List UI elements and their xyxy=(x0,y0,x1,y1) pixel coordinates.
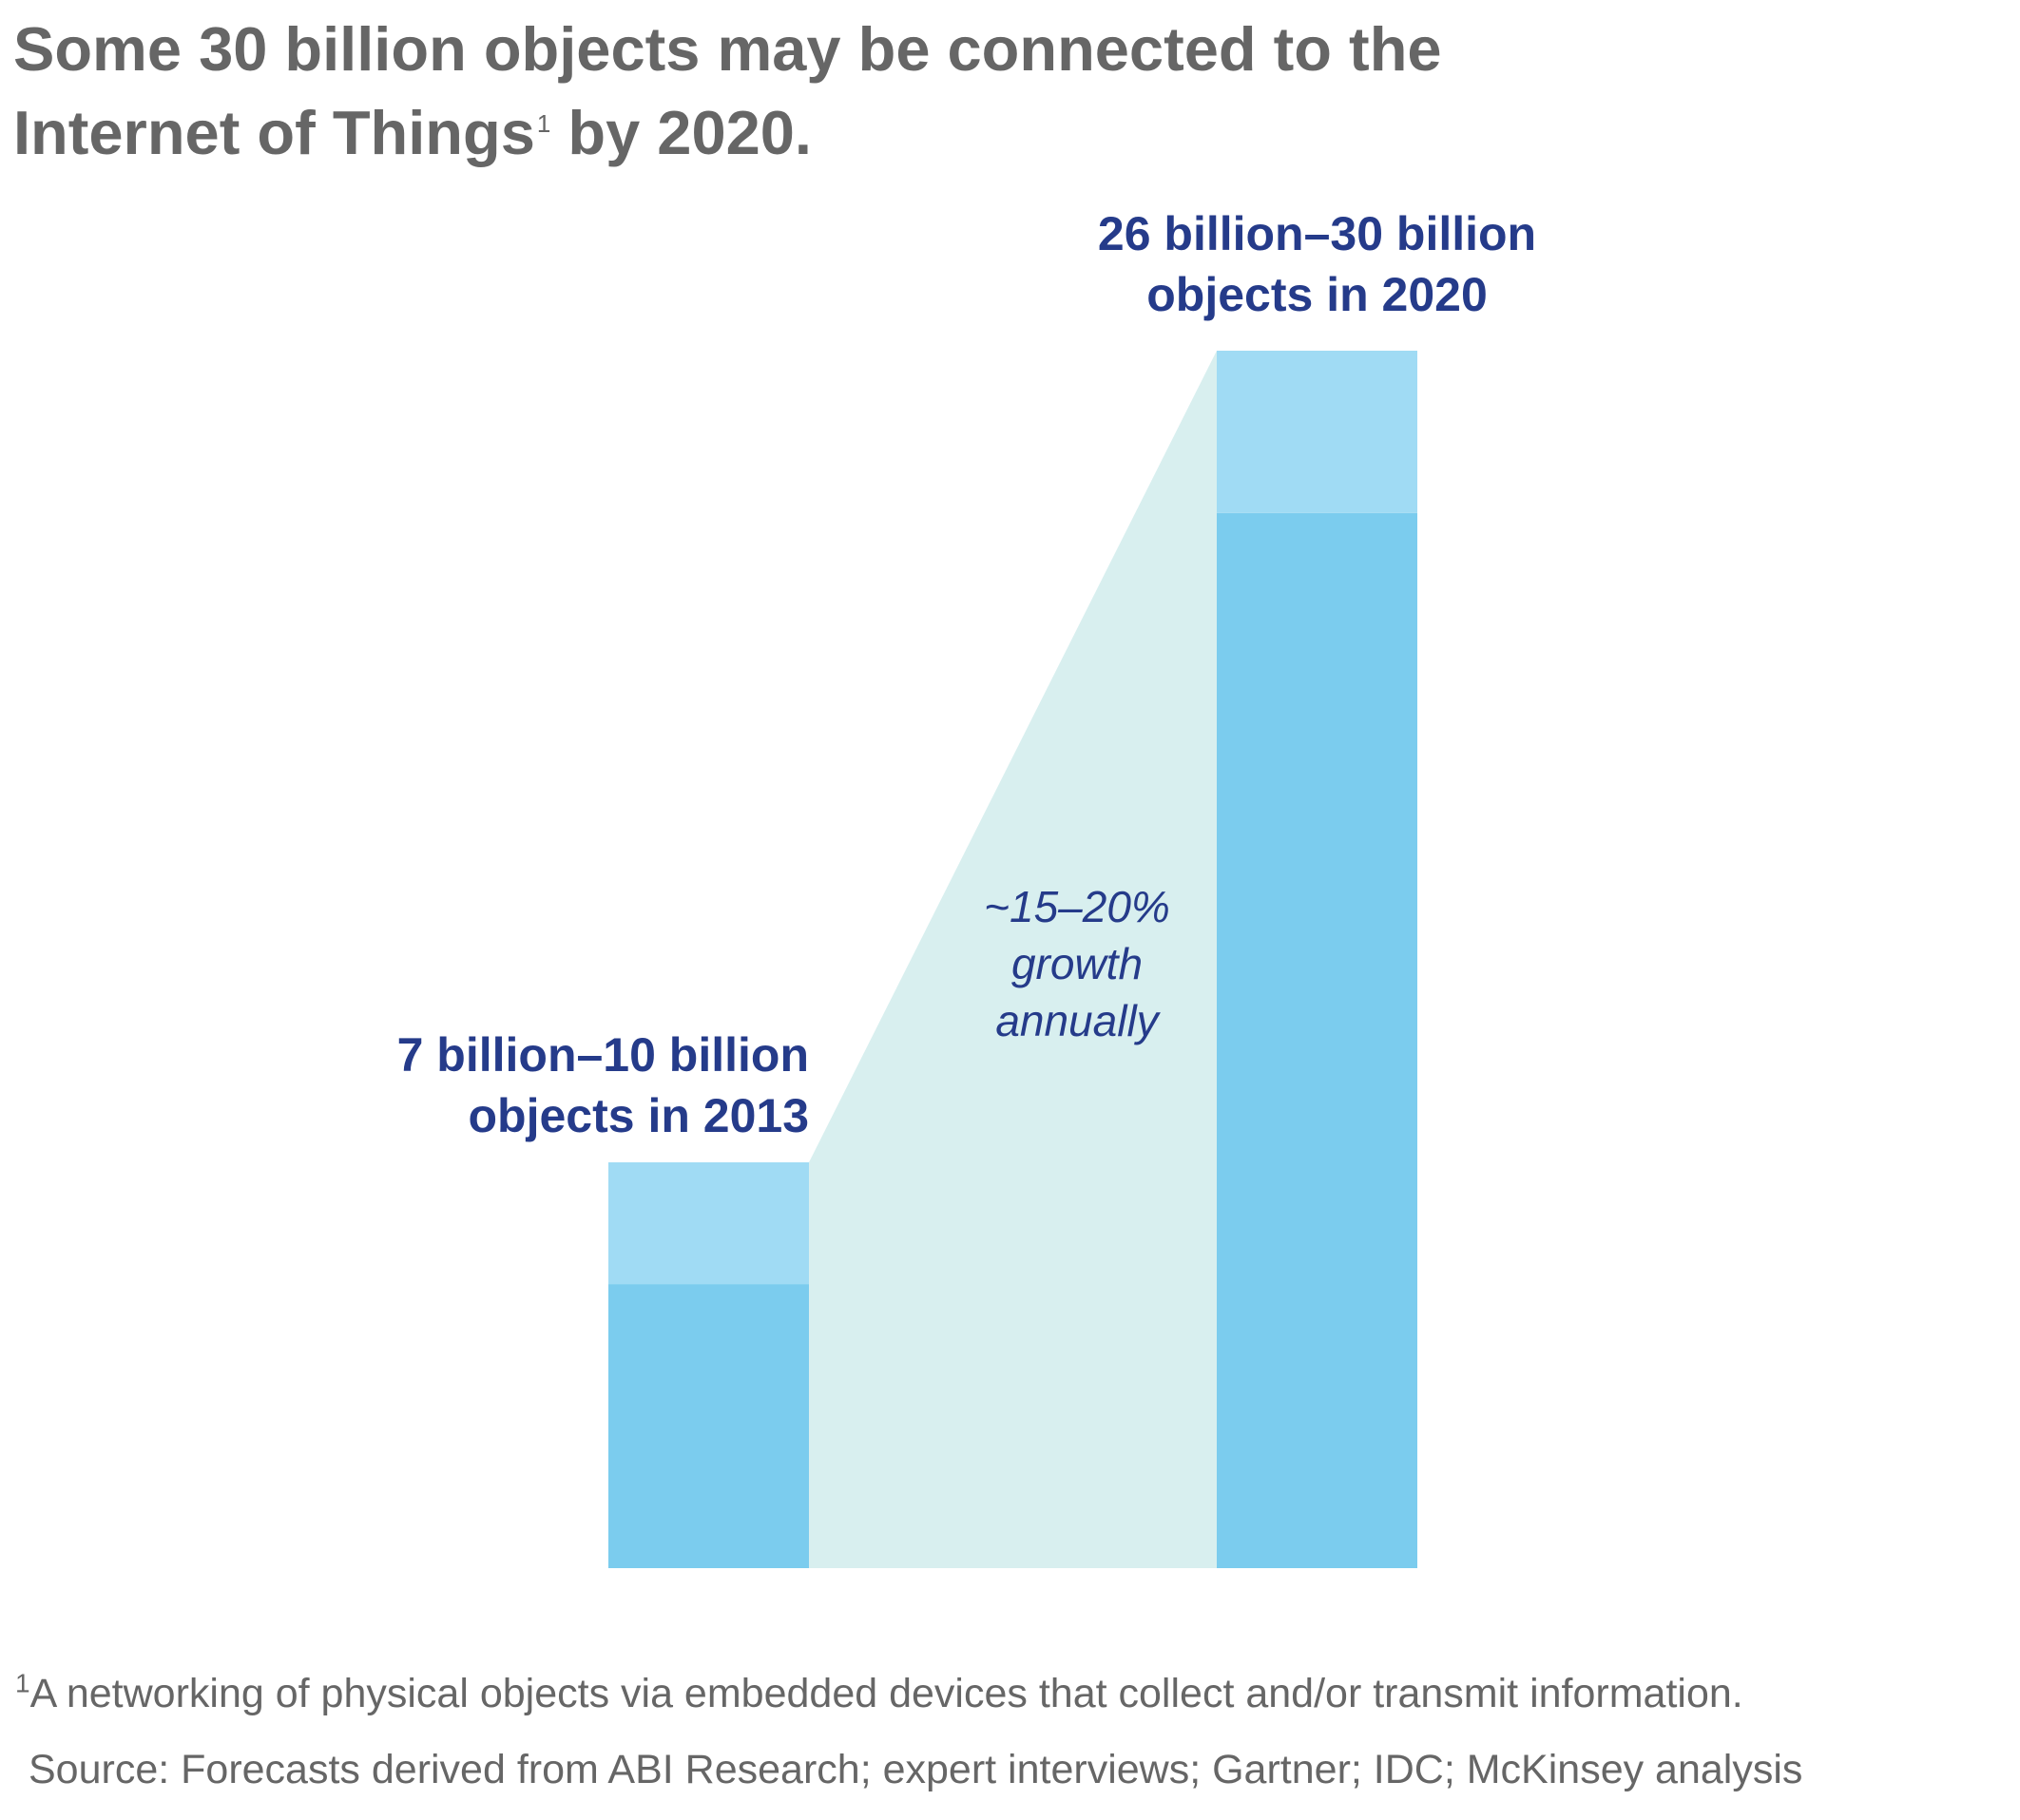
growth-annotation-line-1: ~15–20% xyxy=(984,882,1170,931)
title-line-2-end: by 2020. xyxy=(550,98,812,167)
title-line-2: Internet of Things xyxy=(13,98,535,167)
bar-label-line-2: objects in 2013 xyxy=(469,1089,810,1142)
growth-band xyxy=(809,351,1217,1568)
bar-label-line-2: objects in 2020 xyxy=(1146,268,1488,321)
bar-label-line-1: 26 billion–30 billion xyxy=(1098,207,1536,260)
source-note: Source: Forecasts derived from ABI Resea… xyxy=(29,1747,1803,1792)
growth-annotation: ~15–20% growth annually xyxy=(984,882,1170,1045)
footnote-text: A networking of physical objects via emb… xyxy=(29,1671,1743,1716)
footnote-marker: 1 xyxy=(15,1668,30,1698)
growth-annotation-line-2: growth xyxy=(1011,939,1143,988)
chart-canvas: 7 billion–10 billion objects in 2013 26 bi… xyxy=(397,207,1537,1568)
bar-label-2013: 7 billion–10 billion objects in 2013 xyxy=(397,1028,809,1142)
title-footnote-marker: 1 xyxy=(536,109,551,139)
bar-range-2020 xyxy=(1217,351,1417,513)
title-line-1: Some 30 billion objects may be connected… xyxy=(13,14,1442,84)
bar-labels-group: 7 billion–10 billion objects in 2013 26 bi… xyxy=(397,207,1537,1142)
footnote: 1A networking of physical objects via em… xyxy=(15,1668,1743,1717)
bar-low-2020 xyxy=(1217,512,1417,1568)
growth-annotation-line-3: annually xyxy=(995,996,1161,1045)
bar-low-2013 xyxy=(608,1284,809,1568)
bars-group xyxy=(608,351,1417,1568)
bar-range-2013 xyxy=(608,1162,809,1285)
chart-title: Some 30 billion objects may be connected… xyxy=(13,8,1629,175)
bar-label-2020: 26 billion–30 billion objects in 2020 xyxy=(1098,207,1536,321)
bar-label-line-1: 7 billion–10 billion xyxy=(397,1028,809,1082)
